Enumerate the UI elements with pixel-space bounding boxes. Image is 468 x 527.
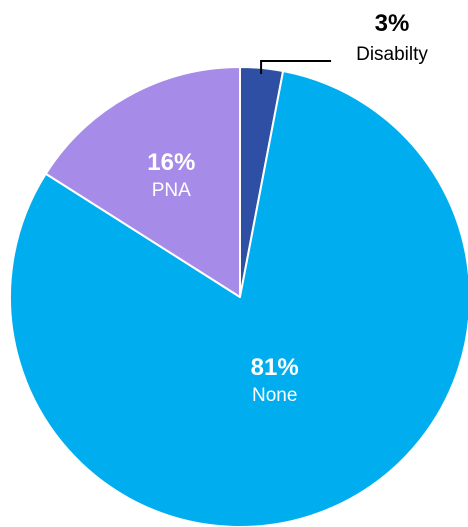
- pie-slice-none: [9, 70, 468, 527]
- pie-slice-pna: [44, 66, 241, 298]
- slice-value-label-disabilty: 3%: [375, 10, 410, 37]
- slice-name-label-disabilty: Disabilty: [356, 44, 428, 65]
- pie-labels: 3% Disabilty 81% None 16% PNA: [147, 10, 428, 406]
- slice-name-label-none: None: [252, 385, 297, 406]
- pie-slices: [9, 66, 468, 527]
- slice-value-label-none: 81%: [251, 354, 299, 381]
- callout-line-disabilty: [260, 60, 332, 74]
- slice-value-label-pna: 16%: [147, 149, 195, 176]
- slice-name-label-pna: PNA: [152, 180, 191, 201]
